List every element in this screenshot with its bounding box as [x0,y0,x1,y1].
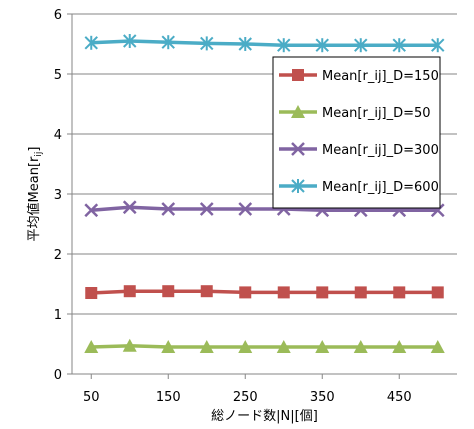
data-point [277,38,291,53]
data-point [123,34,137,48]
data-point [200,36,214,51]
data-point [392,38,406,53]
y-tick-labels: 0 1 2 3 4 5 6 [54,8,62,383]
data-point [430,340,445,353]
y-axis-label-subscript: ij [34,152,44,157]
series-line [91,289,438,295]
series-line [91,205,438,212]
data-point [239,286,252,299]
axes [67,13,457,379]
legend-label: Mean[r_ij]_D=150 [322,69,439,84]
legend-entry: Mean[r_ij]_D=300 [279,142,439,158]
series-0 [85,285,444,299]
y-axis-label-main: 平均値Mean[r [26,156,42,241]
data-point [161,340,176,353]
legend-entry: Mean[r_ij]_D=150 [279,69,439,84]
data-point [276,340,291,353]
legend-marker [291,105,305,118]
data-point [392,340,407,353]
legend-marker [291,179,305,193]
x-tick-label: 350 [310,390,335,405]
series-2 [84,200,445,218]
legend-label: Mean[r_ij]_D=300 [322,143,439,158]
y-axis-label: 平均値Mean[rij] [26,147,44,242]
data-point [315,38,329,53]
data-point [200,285,213,298]
gridlines [72,13,457,315]
y-tick-label: 6 [54,8,62,23]
legend: Mean[r_ij]_D=150 Mean[r_ij]_D=50 Mean[r_ij… [272,56,441,209]
data-point [431,286,444,299]
y-tick-label: 5 [54,68,62,83]
x-tick-label: 250 [233,390,258,405]
data-point [199,202,214,216]
data-point [238,340,253,353]
series-line [91,39,438,47]
y-tick-label: 1 [54,308,62,323]
data-point [122,200,137,215]
series-1 [84,338,445,353]
data-point [161,35,175,50]
x-tick-labels: 50 150 250 350 450 [83,390,412,405]
legend-marker [292,69,304,81]
data-point [393,286,406,299]
data-point [161,202,176,216]
data-point [238,202,253,216]
legend-entry: Mean[r_ij]_D=50 [279,105,431,121]
x-tick-label: 450 [387,390,412,405]
series-line [91,344,438,349]
x-axis-label: 総ノード数|N|[個] [211,409,318,424]
data-point [277,286,290,299]
series-3 [84,34,445,53]
data-point [315,340,330,353]
y-tick-label: 3 [54,188,62,203]
y-tick-label: 4 [54,128,62,143]
data-point [354,38,368,53]
data-point [199,340,214,353]
data-point [84,340,99,353]
data-point [431,38,445,53]
y-tick-label: 2 [54,248,62,263]
y-tick-label: 0 [54,368,62,383]
data-point [316,286,329,299]
data-point [84,35,98,50]
x-tick-label: 50 [83,390,100,405]
x-tick-label: 150 [156,390,181,405]
legend-label: Mean[r_ij]_D=50 [322,106,431,121]
y-axis-label-end: ] [27,147,42,152]
legend-entry: Mean[r_ij]_D=600 [279,179,439,195]
data-point [162,285,175,298]
data-point [123,285,136,298]
legend-marker [291,142,305,156]
data-point [84,203,99,218]
data-point [354,286,367,299]
data-point [353,340,368,353]
data-point [238,37,252,51]
series-group [84,34,445,353]
data-point [85,287,98,299]
data-point [122,338,137,352]
legend-label: Mean[r_ij]_D=600 [322,180,439,195]
